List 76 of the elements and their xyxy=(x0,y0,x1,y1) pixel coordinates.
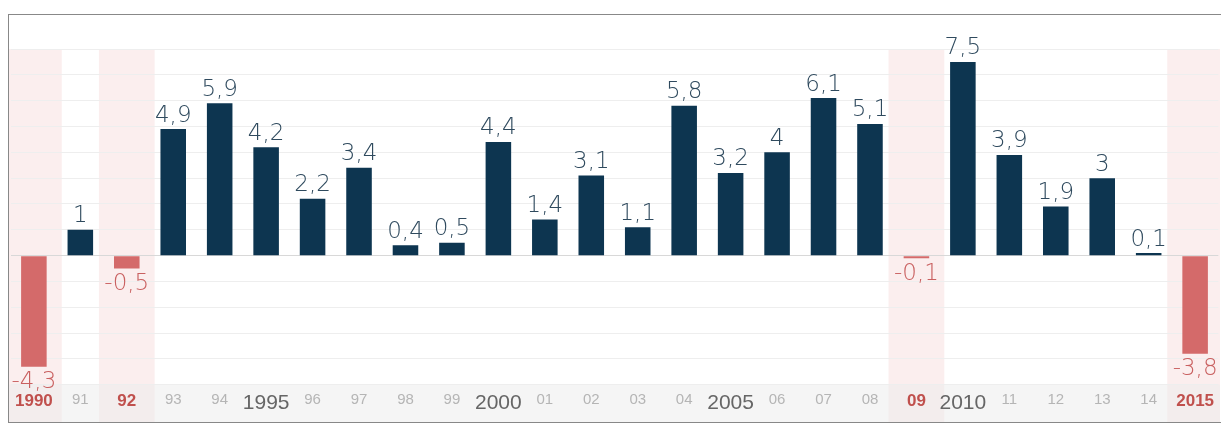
x-tick-label: 91 xyxy=(71,389,89,407)
data-label: 7,5 xyxy=(944,33,982,60)
bar xyxy=(206,103,233,256)
bar xyxy=(764,152,790,256)
x-tick-label: 06 xyxy=(768,389,786,407)
data-label: -0,1 xyxy=(893,258,939,285)
x-tick-label: 98 xyxy=(397,389,414,407)
data-label: 2,2 xyxy=(294,170,331,197)
bar xyxy=(299,198,326,256)
data-label: 3 xyxy=(1094,149,1110,176)
x-tick-label: 08 xyxy=(861,389,879,407)
data-label: 1,1 xyxy=(619,198,657,225)
x-tick-label: 92 xyxy=(117,390,137,410)
bar xyxy=(996,154,1023,256)
x-tick-label: 02 xyxy=(582,389,600,407)
data-label: 3,1 xyxy=(572,147,610,174)
bar xyxy=(346,167,372,256)
data-label: -3,8 xyxy=(1172,354,1218,381)
bar xyxy=(114,256,140,269)
x-tick-label: 1995 xyxy=(242,390,290,414)
bar xyxy=(485,141,512,256)
x-tick-label: 2010 xyxy=(939,390,987,414)
data-label: 4 xyxy=(769,123,785,150)
bar xyxy=(810,98,837,256)
bar xyxy=(67,229,94,256)
bar xyxy=(624,227,651,256)
data-label: 1,9 xyxy=(1037,178,1075,205)
x-tick-label: 93 xyxy=(164,389,182,407)
bar xyxy=(1089,178,1115,256)
bar xyxy=(532,219,558,256)
data-label: 6,1 xyxy=(805,69,842,96)
bar xyxy=(21,256,47,367)
data-label: 5,8 xyxy=(665,77,703,104)
data-label: 3,4 xyxy=(340,139,378,166)
bar xyxy=(671,105,697,256)
bar xyxy=(578,175,605,256)
x-tick-label: 2005 xyxy=(707,390,754,414)
data-label: 4,4 xyxy=(480,113,517,140)
x-tick-label: 03 xyxy=(629,389,647,407)
bar xyxy=(1182,256,1208,354)
x-tick-label: 2000 xyxy=(475,390,522,414)
data-label: 4,9 xyxy=(154,100,192,127)
data-label: 4,2 xyxy=(247,118,285,145)
data-label: 3,9 xyxy=(991,126,1028,153)
data-label: 0,4 xyxy=(387,216,424,243)
x-tick-label: 94 xyxy=(211,389,229,407)
x-tick-label: 14 xyxy=(1140,389,1158,407)
data-label: 1 xyxy=(73,201,88,228)
x-tick-label: 97 xyxy=(350,389,368,407)
x-tick-label: 09 xyxy=(906,390,926,410)
bar xyxy=(1043,206,1069,256)
data-label: 0,5 xyxy=(433,214,471,241)
data-label: 5,9 xyxy=(201,74,238,101)
data-label: 1,4 xyxy=(526,190,564,217)
x-tick-label: 2015 xyxy=(1176,390,1215,410)
data-label: -0,5 xyxy=(104,269,150,296)
x-tick-label: 13 xyxy=(1093,389,1111,407)
x-tick-label: 96 xyxy=(304,389,321,407)
bar xyxy=(439,242,465,256)
bar xyxy=(392,245,419,256)
data-label: 0,1 xyxy=(1130,224,1167,251)
bar xyxy=(950,61,976,256)
bar xyxy=(903,256,930,259)
x-tick-label: 99 xyxy=(443,389,461,407)
x-tick-label: 01 xyxy=(536,389,554,407)
data-label: 3,2 xyxy=(712,144,749,171)
x-tick-label: 07 xyxy=(815,389,832,407)
bar xyxy=(857,123,883,256)
bar xyxy=(717,172,744,256)
data-label: 5,1 xyxy=(851,95,889,122)
x-tick-label: 12 xyxy=(1047,389,1065,407)
bar xyxy=(253,147,279,256)
bar xyxy=(1135,253,1162,256)
x-tick-label: 11 xyxy=(1001,389,1018,407)
bar xyxy=(160,129,186,256)
x-tick-label: 04 xyxy=(675,389,693,407)
